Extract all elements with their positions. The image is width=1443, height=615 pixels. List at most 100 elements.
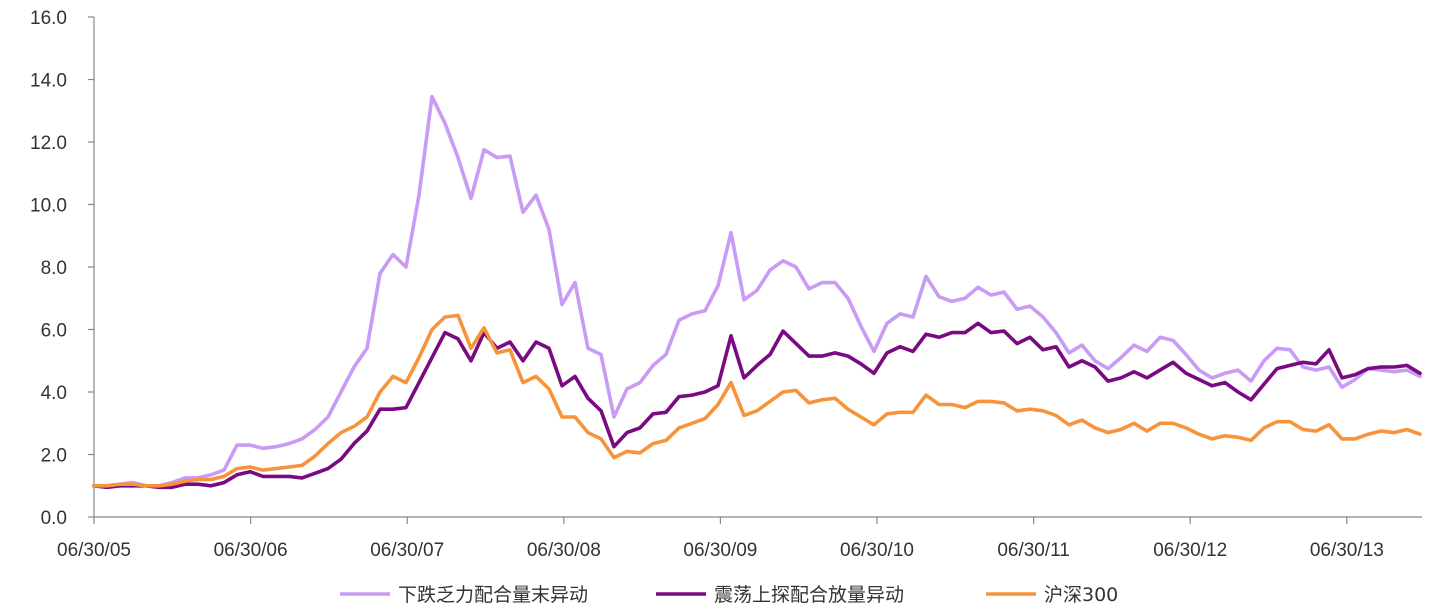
y-tick-label: 2.0 (41, 446, 67, 467)
data-point (457, 156, 459, 159)
data-point (1354, 373, 1356, 376)
data-point (665, 411, 667, 414)
data-point (977, 400, 979, 403)
data-point (1120, 356, 1122, 359)
data-point (834, 397, 836, 400)
series-line (92, 313, 1422, 488)
data-point (899, 313, 901, 315)
y-tick-label: 10.0 (30, 196, 67, 217)
data-point (1081, 344, 1083, 346)
data-point (1211, 438, 1213, 440)
data-point (652, 413, 654, 415)
legend-item: 沪深300 (986, 584, 1118, 606)
data-point (873, 372, 875, 375)
data-point (951, 331, 953, 334)
data-point (938, 336, 940, 339)
data-point (509, 348, 511, 351)
data-point (379, 391, 381, 393)
data-point (1120, 377, 1122, 379)
data-point (860, 325, 862, 328)
x-tick-label: 06/30/13 (1310, 540, 1384, 561)
data-point (405, 381, 407, 384)
data-point (262, 475, 264, 478)
data-point (1146, 377, 1148, 379)
data-point (600, 438, 602, 440)
data-point (392, 408, 394, 411)
data-point (1068, 366, 1070, 368)
data-point (236, 467, 238, 470)
data-point (1419, 433, 1421, 436)
data-point (197, 478, 199, 481)
data-point (457, 338, 459, 340)
data-point (275, 467, 277, 470)
data-point (340, 458, 342, 461)
data-point (1003, 291, 1005, 293)
data-point (1133, 370, 1135, 373)
data-point (379, 272, 381, 275)
data-point (990, 400, 992, 403)
data-point (1094, 359, 1096, 362)
data-point (1354, 438, 1356, 440)
data-point (1315, 363, 1317, 365)
data-point (704, 309, 706, 312)
data-point (1224, 372, 1226, 375)
data-point (210, 473, 212, 476)
data-point (964, 331, 966, 334)
data-point (704, 417, 706, 420)
data-point (522, 359, 524, 362)
data-point (236, 473, 238, 476)
data-point (1276, 420, 1278, 423)
data-point (223, 475, 225, 478)
data-point (795, 266, 797, 268)
data-point (834, 352, 836, 354)
data-point (223, 469, 225, 471)
data-point (327, 467, 329, 470)
legend-label: 沪深300 (1044, 584, 1118, 606)
data-point (392, 253, 394, 256)
data-point (340, 391, 342, 393)
legend: 下跌乏力配合量末异动 震荡上探配合放量异动 沪深300 (340, 584, 1118, 606)
x-axis: 06/30/05 06/30/06 06/30/07 06/30/08 06/30/09… (57, 516, 1422, 561)
data-point (1328, 348, 1330, 351)
data-point (457, 314, 459, 317)
data-point (899, 345, 901, 348)
y-tick-label: 6.0 (41, 321, 67, 342)
data-point (769, 353, 771, 356)
data-point (990, 294, 992, 296)
data-point (275, 445, 277, 448)
data-point (548, 228, 550, 231)
data-point (1094, 366, 1096, 368)
data-point (951, 300, 953, 303)
data-point (1341, 438, 1343, 440)
data-point (652, 364, 654, 367)
data-point (561, 384, 563, 387)
data-point (327, 442, 329, 445)
y-tick-label: 12.0 (30, 133, 67, 154)
data-point (938, 403, 940, 406)
data-point (938, 295, 940, 298)
data-point (626, 450, 628, 453)
data-point (1237, 391, 1239, 393)
x-tick-label: 06/30/08 (527, 540, 601, 561)
data-point (704, 391, 706, 393)
data-point (262, 447, 264, 450)
data-point (405, 406, 407, 409)
y-tick-label: 14.0 (30, 71, 67, 92)
data-point (1016, 308, 1018, 311)
data-point (106, 484, 108, 487)
data-point (470, 359, 472, 362)
data-point (574, 416, 576, 418)
data-point (301, 477, 303, 479)
data-point (184, 480, 186, 482)
data-point (93, 484, 95, 487)
data-point (1055, 414, 1057, 417)
data-point (236, 444, 238, 446)
x-tick-label: 06/30/10 (840, 540, 914, 561)
data-point (1250, 380, 1252, 382)
data-point (444, 331, 446, 334)
data-point (405, 266, 407, 268)
data-point (1224, 434, 1226, 437)
data-point (1250, 439, 1252, 442)
data-point (1133, 422, 1135, 425)
data-point (782, 259, 784, 262)
